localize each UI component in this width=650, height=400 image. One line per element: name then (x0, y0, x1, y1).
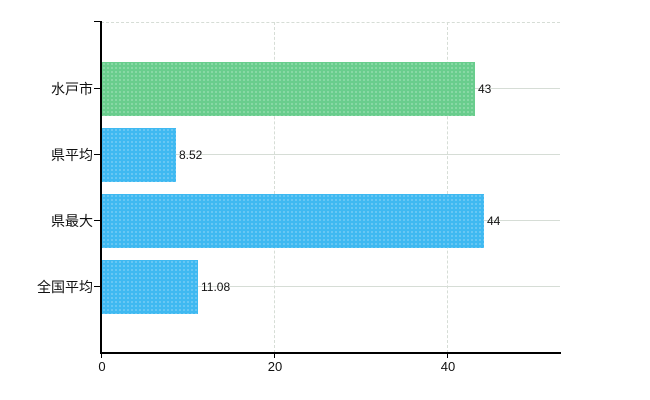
bar (102, 260, 198, 314)
category-label: 県最大 (51, 213, 93, 229)
x-axis-tick-40 (447, 353, 448, 358)
bar-wrap: 8.52 (102, 128, 202, 182)
y-axis-tick (94, 286, 101, 287)
bar (102, 194, 484, 248)
bar (102, 62, 475, 116)
category-label: 県平均 (51, 147, 93, 163)
bar-row: 水戸市 43 (0, 62, 650, 116)
gridline-row-4 (101, 286, 560, 287)
bar-wrap: 11.08 (102, 260, 230, 314)
bar-row: 県平均 8.52 (0, 128, 650, 182)
bar-wrap: 44 (102, 194, 500, 248)
category-label: 全国平均 (37, 279, 93, 295)
gridline-row-2 (101, 154, 560, 155)
x-axis-line (100, 352, 561, 354)
bar-row: 全国平均 11.08 (0, 260, 650, 314)
category-label: 水戸市 (51, 81, 93, 97)
bar-value-label: 8.52 (179, 148, 203, 162)
gridline-top-border (101, 22, 560, 23)
y-axis-tick (94, 88, 101, 89)
x-axis-tick-label: 20 (267, 359, 283, 374)
bar-wrap: 43 (102, 62, 491, 116)
x-axis-tick-label: 40 (440, 359, 456, 374)
bar-row: 県最大 44 (0, 194, 650, 248)
bar-value-label: 43 (478, 82, 492, 96)
x-axis-tick-label: 0 (98, 359, 106, 374)
bar-value-label: 11.08 (201, 280, 231, 294)
y-axis-tick (94, 154, 101, 155)
gridline-x-40 (447, 22, 448, 353)
y-axis-top-tick (94, 21, 101, 22)
x-axis-tick-20 (274, 353, 275, 358)
bar-value-label: 44 (487, 214, 501, 228)
y-axis-tick (94, 220, 101, 221)
gridline-x-20 (274, 22, 275, 353)
y-axis-line (100, 21, 102, 353)
x-axis-tick-0 (101, 353, 102, 358)
bar (102, 128, 176, 182)
